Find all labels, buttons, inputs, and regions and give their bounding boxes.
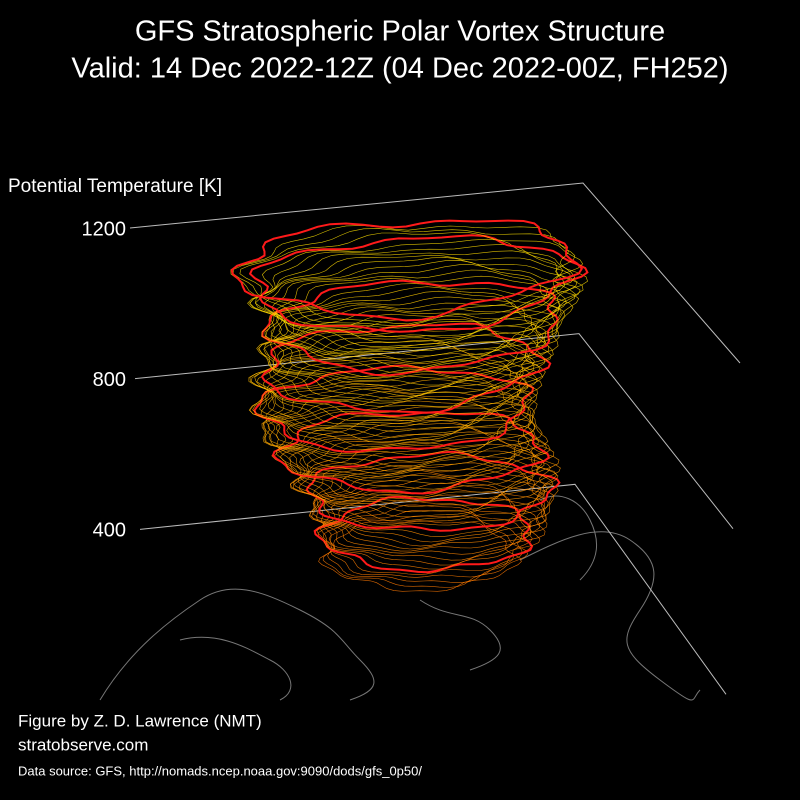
credit-source: Data source: GFS, http://nomads.ncep.noa… (18, 763, 422, 778)
vortex-contour (249, 362, 527, 451)
vortex-contour (252, 353, 538, 443)
vortex (230, 219, 589, 592)
chart-subtitle: Valid: 14 Dec 2022-12Z (04 Dec 2022-00Z,… (71, 53, 728, 85)
vortex-contour (256, 309, 546, 402)
vortex-contour (316, 493, 541, 570)
vortex-contour (265, 283, 561, 378)
vortex-contour (248, 359, 532, 448)
coastline (539, 495, 598, 581)
vortex-contour (261, 388, 531, 475)
grid-line (139, 483, 727, 695)
vortex-contour (317, 504, 533, 578)
vortex-contour (255, 257, 578, 353)
credit-site: stratobserve.com (18, 735, 148, 754)
coastline (99, 588, 375, 701)
vortex-contour-highlight (248, 234, 589, 333)
vortex-contour (322, 510, 532, 584)
vortex-contour-highlight (313, 495, 534, 574)
vortex-contour (258, 313, 550, 404)
vortex-contour (264, 269, 574, 369)
z-tick-label: 800 (93, 369, 126, 391)
vortex-contour (275, 400, 549, 485)
coastline (419, 599, 501, 671)
vortex-contour (293, 444, 551, 525)
vortex-contour (313, 473, 545, 552)
vortex-contour (309, 462, 555, 543)
coastline (519, 531, 701, 701)
vortex-contour (261, 275, 566, 373)
vortex-contour (311, 469, 545, 550)
z-axis-label: Potential Temperature [K] (8, 176, 222, 197)
vortex-contour (239, 232, 584, 329)
vortex-contour (270, 286, 562, 380)
vortex-contour-highlight (230, 219, 584, 322)
vortex-contour (258, 306, 545, 400)
z-tick-label: 1200 (82, 218, 127, 240)
chart-title: GFS Stratospheric Polar Vortex Structure (135, 16, 665, 48)
vortex-contour (308, 467, 549, 547)
vortex-contour (263, 260, 581, 357)
vortex-contour (248, 337, 535, 425)
vortex-contour-highlight (253, 364, 535, 453)
vortex-contour (269, 296, 559, 392)
coastlines (99, 495, 701, 701)
axis-box (129, 182, 741, 695)
vortex-contour (262, 385, 534, 472)
grid-line (129, 182, 741, 364)
credit-author: Figure by Z. D. Lawrence (NMT) (18, 711, 262, 730)
grid-line (134, 333, 734, 529)
vortex-contour (263, 379, 536, 468)
vortex-contour (230, 225, 576, 325)
z-tick-label: 400 (93, 520, 126, 542)
vortex-contour (249, 254, 571, 351)
vortex-contour-highlight (260, 322, 552, 414)
vortex-contour (320, 488, 546, 566)
vortex-contour (264, 302, 554, 397)
coastline (179, 636, 292, 701)
vortex-contour (232, 228, 576, 327)
vortex-contour (293, 431, 561, 513)
vortex-contour-highlight (271, 411, 551, 495)
vortex-contour-highlight (305, 450, 561, 532)
